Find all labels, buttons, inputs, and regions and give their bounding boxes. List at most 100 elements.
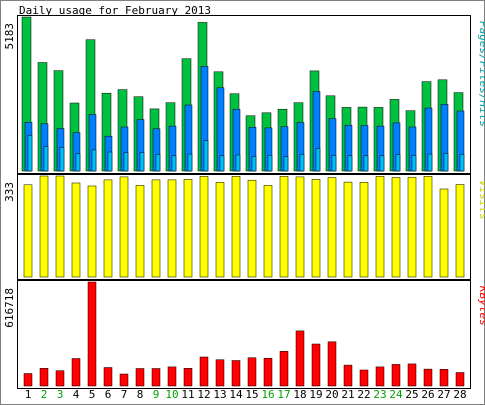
x-tick-day-5: 5 [89, 388, 96, 401]
bar-visits-day-17 [279, 176, 289, 278]
bar-kbytes-day-6 [103, 367, 113, 387]
bar-kbytes-day-20 [327, 341, 337, 387]
bar-visits-day-16 [263, 185, 273, 278]
x-tick-day-23: 23 [373, 388, 386, 401]
bar-pages-day-12 [203, 140, 209, 172]
bar-kbytes-day-8 [135, 368, 145, 387]
bar-pages-day-25 [411, 155, 417, 172]
x-tick-day-24: 24 [389, 388, 403, 401]
bar-kbytes-day-23 [375, 366, 385, 387]
bar-pages-day-9 [155, 154, 161, 172]
bar-visits-day-18 [295, 176, 305, 278]
bar-pages-day-27 [443, 153, 449, 172]
bar-kbytes-day-19 [311, 343, 321, 387]
x-tick-day-25: 25 [405, 388, 418, 401]
x-tick-day-28: 28 [453, 388, 466, 401]
bar-visits-day-15 [247, 179, 257, 278]
bar-kbytes-day-25 [407, 363, 417, 387]
bar-kbytes-day-18 [295, 330, 305, 387]
bar-kbytes-day-4 [71, 358, 81, 387]
bar-kbytes-day-17 [279, 351, 289, 387]
bar-kbytes-day-13 [215, 359, 225, 387]
bar-kbytes-day-5 [87, 281, 97, 387]
bar-kbytes-day-28 [455, 372, 465, 387]
x-tick-day-18: 18 [293, 388, 306, 401]
y-axis-label: Visits [477, 180, 485, 220]
x-tick-day-1: 1 [25, 388, 32, 401]
y-max-label: 333 [3, 182, 16, 202]
bar-pages-day-22 [363, 155, 369, 172]
y-axis-label: Pages/Files/Hits [477, 21, 485, 127]
bar-pages-day-7 [123, 152, 129, 172]
y-axis-label: KBytes [477, 285, 485, 326]
bar-pages-day-4 [75, 153, 81, 172]
bar-pages-day-15 [251, 156, 257, 172]
bar-pages-day-20 [331, 155, 337, 172]
x-tick-day-26: 26 [421, 388, 434, 401]
panel-frame [17, 280, 471, 389]
bar-pages-day-28 [459, 154, 465, 172]
bar-pages-day-1 [27, 135, 33, 172]
bar-kbytes-day-10 [167, 366, 177, 387]
bar-visits-day-6 [103, 179, 113, 278]
bar-kbytes-day-1 [23, 373, 33, 387]
hits-panel: 5183 Pages/Files/Hits [3, 15, 485, 174]
bar-visits-day-13 [215, 182, 225, 278]
bar-pages-day-24 [395, 154, 401, 172]
x-tick-day-12: 12 [197, 388, 210, 401]
bar-visits-day-5 [87, 185, 97, 278]
bar-visits-day-11 [183, 179, 193, 278]
bar-kbytes-day-15 [247, 357, 257, 387]
chart-panels: 5183 Pages/Files/Hits 333 Visits 616718 KByte… [3, 15, 485, 389]
bar-visits-day-21 [343, 181, 353, 278]
x-tick-day-8: 8 [137, 388, 144, 401]
bar-kbytes-day-27 [439, 369, 449, 387]
bar-kbytes-day-21 [343, 364, 353, 387]
bar-pages-day-17 [283, 156, 289, 172]
bar-visits-day-24 [391, 177, 401, 278]
x-axis-day-labels: 1 2 3 4 5 6 7 8 9 10 11 12 13 14 15 16 17 18 19 20 21 22 23 24 2… [25, 388, 467, 401]
bar-pages-day-6 [107, 151, 113, 172]
x-tick-day-13: 13 [213, 388, 226, 401]
bar-kbytes-day-16 [263, 357, 273, 387]
x-tick-day-17: 17 [277, 388, 290, 401]
y-max-label: 5183 [3, 23, 16, 50]
kbytes-panel: 616718 KBytes [3, 280, 485, 389]
bar-visits-day-23 [375, 176, 385, 278]
x-tick-day-22: 22 [357, 388, 370, 401]
x-tick-day-2: 2 [41, 388, 48, 401]
bar-kbytes-day-2 [39, 368, 49, 387]
bar-visits-day-27 [439, 188, 449, 278]
bar-visits-day-26 [423, 176, 433, 278]
x-tick-day-7: 7 [121, 388, 128, 401]
bar-visits-day-20 [327, 177, 337, 278]
bar-visits-day-2 [39, 175, 49, 278]
bar-pages-day-21 [347, 155, 353, 172]
panel-frame [17, 174, 471, 280]
y-max-label: 616718 [3, 288, 16, 328]
bar-pages-day-5 [91, 149, 97, 172]
bar-pages-day-13 [219, 155, 225, 172]
bar-visits-day-9 [151, 179, 161, 278]
bar-visits-day-1 [23, 184, 33, 278]
bar-kbytes-day-7 [119, 373, 129, 387]
x-tick-day-16: 16 [261, 388, 274, 401]
bar-kbytes-day-22 [359, 369, 369, 387]
x-tick-day-6: 6 [105, 388, 112, 401]
bar-kbytes-day-3 [55, 370, 65, 387]
x-tick-day-9: 9 [153, 388, 160, 401]
bar-pages-day-2 [43, 146, 49, 172]
visits-panel: 333 Visits [3, 174, 485, 280]
chart-title: Daily usage for February 2013 [19, 4, 211, 17]
bar-visits-day-7 [119, 176, 129, 278]
bar-pages-day-14 [235, 154, 241, 172]
x-tick-day-15: 15 [245, 388, 258, 401]
bar-visits-day-8 [135, 185, 145, 278]
x-tick-day-20: 20 [325, 388, 338, 401]
bar-visits-day-3 [55, 175, 65, 278]
bar-visits-day-19 [311, 179, 321, 278]
x-tick-day-21: 21 [341, 388, 354, 401]
x-tick-day-3: 3 [57, 388, 64, 401]
